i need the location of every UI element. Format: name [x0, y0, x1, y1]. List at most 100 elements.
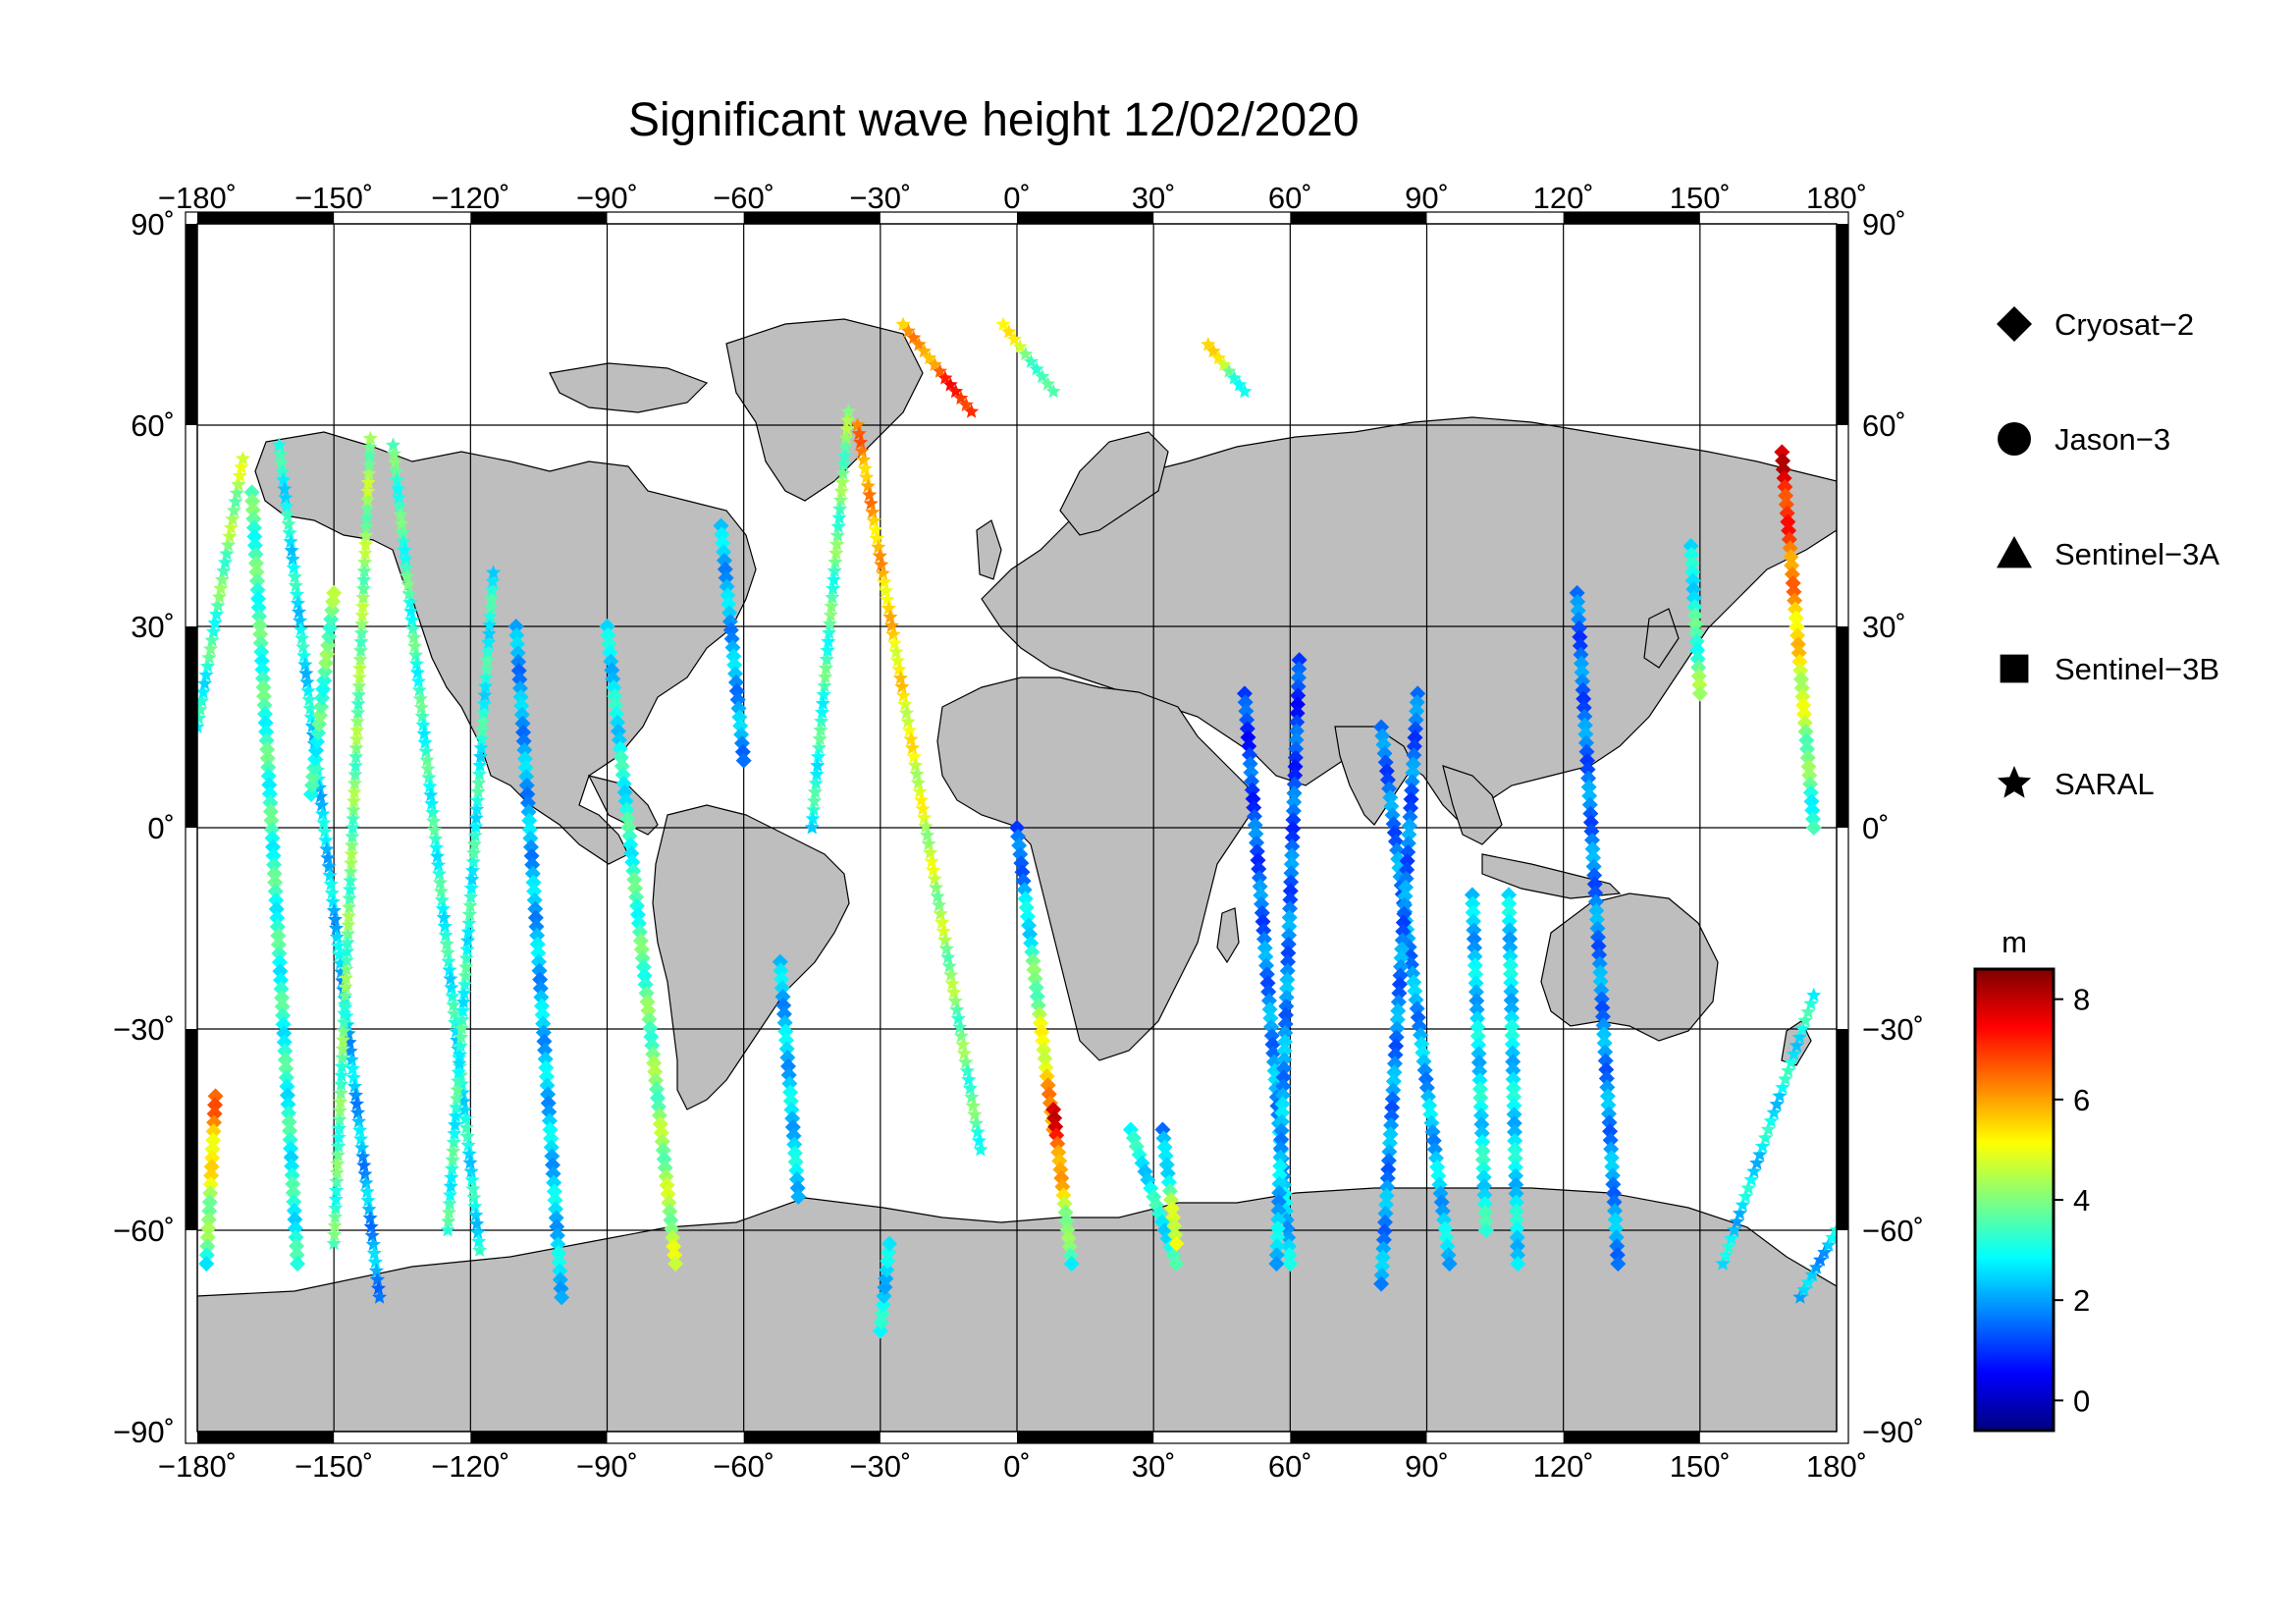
- track-marker: [1246, 799, 1262, 816]
- track-marker: [554, 1289, 570, 1306]
- track-marker: [888, 644, 904, 659]
- track-marker: [1377, 1205, 1394, 1221]
- track-marker: [1465, 904, 1481, 921]
- track-marker: [456, 1102, 472, 1117]
- track-marker: [361, 465, 377, 481]
- track-marker: [826, 580, 841, 596]
- track-marker: [321, 858, 337, 874]
- track-marker: [774, 980, 790, 997]
- track-marker: [510, 662, 527, 678]
- track-marker: [1269, 1219, 1286, 1236]
- track-marker: [263, 812, 280, 829]
- legend-label: Jason−3: [2055, 422, 2170, 457]
- track-marker: [1502, 956, 1519, 973]
- track-marker: [272, 446, 289, 460]
- track-marker: [1470, 1046, 1487, 1062]
- track-marker: [438, 927, 454, 943]
- track-marker: [529, 936, 546, 952]
- track-marker: [780, 1066, 797, 1083]
- track-marker: [284, 1158, 300, 1174]
- track-marker: [1605, 1176, 1622, 1193]
- track-marker: [1284, 830, 1301, 846]
- track-marker: [520, 803, 537, 820]
- track-marker: [512, 688, 529, 705]
- track-marker: [267, 883, 284, 899]
- track-marker: [443, 1187, 458, 1202]
- track-marker: [199, 658, 216, 674]
- track-marker: [1283, 865, 1300, 882]
- track-marker: [1690, 659, 1707, 676]
- track-marker: [259, 750, 276, 767]
- track-marker: [1503, 992, 1520, 1008]
- colorbar-tick-label: 0: [2073, 1383, 2090, 1418]
- track-marker: [246, 528, 263, 545]
- track-marker: [518, 768, 535, 784]
- track-marker: [1772, 1088, 1788, 1103]
- track-marker: [1274, 1096, 1291, 1112]
- track-marker: [1408, 712, 1424, 729]
- track-marker: [527, 909, 544, 926]
- track-marker: [1253, 887, 1269, 903]
- track-marker: [521, 821, 538, 838]
- track-marker: [481, 634, 497, 650]
- track-marker: [1287, 749, 1304, 766]
- track-marker: [830, 518, 846, 533]
- track-marker: [469, 792, 486, 807]
- track-marker: [1248, 826, 1264, 842]
- track-marker: [406, 638, 423, 653]
- track-marker: [207, 615, 223, 630]
- track-marker: [1509, 1229, 1525, 1246]
- track-marker: [326, 1235, 342, 1251]
- indonesia: [1481, 853, 1622, 899]
- track-marker: [898, 705, 914, 720]
- track-marker: [330, 1156, 346, 1170]
- track-marker: [1689, 642, 1706, 659]
- track-marker: [519, 794, 536, 811]
- track-marker: [1477, 1222, 1494, 1238]
- track-marker: [1023, 353, 1039, 368]
- track-marker: [833, 483, 849, 498]
- track-marker: [1284, 847, 1301, 864]
- track-marker: [1685, 590, 1702, 607]
- track-marker: [205, 1132, 222, 1149]
- track-marker: [903, 731, 919, 746]
- track-marker: [529, 927, 546, 944]
- track-marker: [332, 1111, 347, 1126]
- track-marker: [1251, 861, 1267, 878]
- track-marker: [280, 1105, 296, 1121]
- track-marker: [420, 761, 436, 776]
- track-marker: [1383, 1109, 1400, 1125]
- track-marker: [1258, 966, 1275, 983]
- track-marker: [1586, 876, 1603, 893]
- track-marker: [253, 652, 270, 669]
- track-marker: [1682, 538, 1699, 554]
- track-marker: [388, 463, 403, 478]
- track-marker: [1289, 705, 1306, 722]
- track-marker: [817, 677, 832, 693]
- track-marker: [254, 661, 271, 677]
- track-marker: [275, 463, 291, 478]
- lon-tick-label-bottom: 90˚: [1405, 1449, 1449, 1484]
- british-isles: [976, 519, 1002, 580]
- track-marker: [1791, 1029, 1807, 1044]
- track-marker: [541, 1112, 558, 1129]
- track-marker: [1405, 756, 1421, 773]
- track-marker: [1606, 1194, 1623, 1211]
- track-marker: [349, 714, 365, 729]
- track-marker: [408, 656, 424, 671]
- track-marker: [432, 875, 448, 890]
- track-marker: [1404, 783, 1420, 799]
- track-marker: [1409, 694, 1425, 711]
- track-marker: [1242, 755, 1258, 772]
- track-marker: [485, 565, 502, 579]
- legend-marker-circle: [1998, 422, 2031, 456]
- track-marker: [279, 499, 294, 514]
- track-marker: [1241, 746, 1257, 763]
- track-marker: [444, 980, 459, 995]
- track-marker: [264, 830, 281, 846]
- track-marker: [266, 856, 283, 873]
- track-marker: [358, 1175, 374, 1190]
- track-marker: [423, 787, 439, 802]
- track-marker: [1279, 971, 1296, 988]
- track-marker: [1280, 1229, 1297, 1246]
